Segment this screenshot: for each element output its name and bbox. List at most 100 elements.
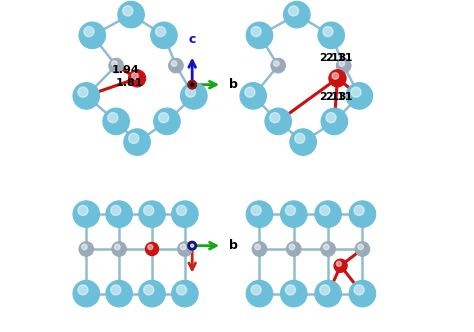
Circle shape <box>178 242 192 256</box>
Circle shape <box>84 27 94 37</box>
Circle shape <box>176 206 187 215</box>
Circle shape <box>354 285 364 295</box>
Circle shape <box>346 83 373 109</box>
Text: b: b <box>229 78 238 91</box>
Circle shape <box>271 58 285 73</box>
Circle shape <box>285 285 295 295</box>
Text: 1.81: 1.81 <box>116 78 143 88</box>
Circle shape <box>188 80 197 89</box>
Circle shape <box>154 108 180 135</box>
Text: a: a <box>188 284 196 297</box>
Circle shape <box>283 1 310 28</box>
Circle shape <box>245 87 255 97</box>
Circle shape <box>289 6 299 16</box>
Circle shape <box>78 206 88 215</box>
Circle shape <box>188 241 197 250</box>
Circle shape <box>123 6 133 16</box>
Circle shape <box>129 133 139 143</box>
Circle shape <box>318 22 345 48</box>
Circle shape <box>246 22 273 48</box>
Circle shape <box>148 245 153 250</box>
Circle shape <box>172 280 198 307</box>
Circle shape <box>270 113 280 123</box>
Circle shape <box>349 280 376 307</box>
Circle shape <box>106 280 132 307</box>
Circle shape <box>111 285 121 295</box>
Circle shape <box>79 22 106 48</box>
Circle shape <box>191 83 194 86</box>
Circle shape <box>159 113 169 123</box>
Circle shape <box>355 242 370 256</box>
Circle shape <box>139 201 165 227</box>
Circle shape <box>329 70 346 87</box>
Circle shape <box>106 201 132 227</box>
Circle shape <box>180 244 186 250</box>
Circle shape <box>103 108 129 135</box>
Circle shape <box>108 113 118 123</box>
Circle shape <box>273 61 279 66</box>
Circle shape <box>315 280 341 307</box>
Circle shape <box>315 201 341 227</box>
Circle shape <box>321 108 347 135</box>
Circle shape <box>79 242 93 256</box>
Circle shape <box>323 27 333 37</box>
Circle shape <box>73 201 100 227</box>
Circle shape <box>251 285 261 295</box>
Circle shape <box>132 73 138 79</box>
Circle shape <box>112 242 127 256</box>
Circle shape <box>252 242 267 256</box>
Circle shape <box>171 61 177 66</box>
Circle shape <box>111 206 121 215</box>
Circle shape <box>286 242 301 256</box>
Circle shape <box>323 244 329 250</box>
Circle shape <box>295 133 305 143</box>
Circle shape <box>73 83 100 109</box>
Circle shape <box>326 113 336 123</box>
Circle shape <box>290 129 317 155</box>
Circle shape <box>289 244 295 250</box>
Circle shape <box>281 280 307 307</box>
Circle shape <box>111 61 117 66</box>
Circle shape <box>151 22 177 48</box>
Circle shape <box>128 70 146 87</box>
Circle shape <box>118 1 145 28</box>
Circle shape <box>144 206 154 215</box>
Circle shape <box>349 201 376 227</box>
Text: 2.13: 2.13 <box>319 93 347 103</box>
Circle shape <box>78 285 88 295</box>
Circle shape <box>246 201 273 227</box>
Text: b: b <box>229 239 238 252</box>
Circle shape <box>155 27 166 37</box>
Circle shape <box>334 259 347 272</box>
Circle shape <box>139 280 165 307</box>
Circle shape <box>265 108 292 135</box>
Circle shape <box>337 58 351 73</box>
Circle shape <box>181 83 207 109</box>
Text: 2.11: 2.11 <box>325 93 353 103</box>
Circle shape <box>240 83 266 109</box>
Circle shape <box>351 87 361 97</box>
Text: 2.11: 2.11 <box>325 53 353 63</box>
Circle shape <box>320 285 330 295</box>
Circle shape <box>191 244 194 247</box>
Circle shape <box>115 244 120 250</box>
Text: c: c <box>189 34 196 46</box>
Circle shape <box>185 87 196 97</box>
Circle shape <box>321 242 336 256</box>
Circle shape <box>172 201 198 227</box>
Circle shape <box>146 242 159 256</box>
Circle shape <box>246 280 273 307</box>
Circle shape <box>337 261 341 266</box>
Circle shape <box>320 206 330 215</box>
Circle shape <box>251 206 261 215</box>
Text: 2.13: 2.13 <box>319 53 347 63</box>
Circle shape <box>169 58 183 73</box>
Text: 1.94: 1.94 <box>112 65 139 75</box>
Circle shape <box>109 58 123 73</box>
Circle shape <box>82 244 87 250</box>
Circle shape <box>78 87 88 97</box>
Circle shape <box>281 201 307 227</box>
Circle shape <box>176 285 187 295</box>
Circle shape <box>255 244 260 250</box>
Circle shape <box>73 280 100 307</box>
